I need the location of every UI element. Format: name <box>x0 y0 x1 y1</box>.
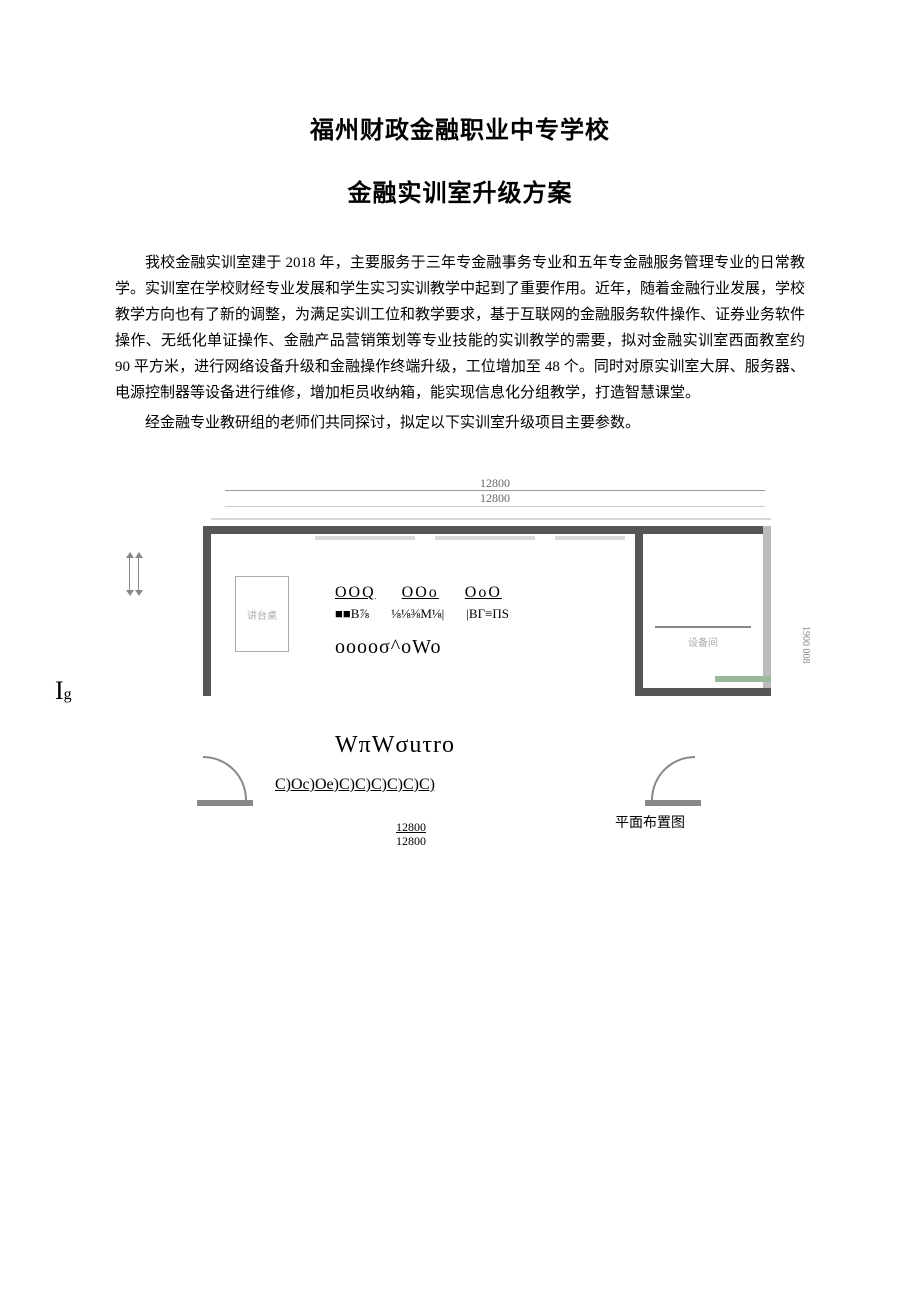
desk-group: OOQ <box>335 584 376 601</box>
window-segment <box>555 536 625 540</box>
equipment-room-floor <box>643 688 771 696</box>
door-left-icon <box>197 766 253 806</box>
paragraph-1: 我校金融实训室建于 2018 年，主要服务于三年专金融事务专业和五年专金融服务管… <box>115 250 805 406</box>
dim-extension-line <box>211 518 771 520</box>
floor-plan-diagram: 12800 12800 讲台桌 OOQ OOo OoO ■■B⅞ ⅛⅛⅜M⅛| |BΓ≡… <box>115 476 805 896</box>
document-title: 金融实训室升级方案 <box>115 173 805 208</box>
diagram-caption: 平面布置图 <box>615 812 685 832</box>
dimension-top: 12800 <box>225 476 765 491</box>
window-segment <box>315 536 415 540</box>
desk-group: OOo <box>402 584 439 601</box>
desk-row-1: OOQ OOo OoO <box>335 584 528 602</box>
wall-left <box>203 526 211 696</box>
dimension-arrows-left <box>125 554 143 599</box>
podium-desk: 讲台桌 <box>235 576 289 652</box>
dimension-bottom-2: 12800 <box>371 834 451 849</box>
dimension-bottom: 12800 <box>371 820 451 835</box>
wall-partition <box>635 526 643 696</box>
paragraph-2: 经金融专业教研组的老师们共同探讨，拟定以下实训室升级项目主要参数。 <box>115 410 805 436</box>
desk-row-4: WπWσuτro <box>335 732 455 759</box>
wall-right <box>763 526 771 696</box>
dimension-right-vertical: 1900 008 <box>800 626 811 664</box>
desk-group: OoO <box>465 584 502 601</box>
desk-row-5: C)Oc)Oe)C)C)C)C)C)C) <box>275 776 435 794</box>
equipment-room-mat <box>715 676 771 682</box>
desk-group: |BΓ≡ΠS <box>466 606 509 621</box>
desk-group: ⅛⅛⅜M⅛| <box>391 606 444 621</box>
door-right-icon <box>645 766 701 806</box>
desk-row-3: ooooσ^oWo <box>335 636 441 659</box>
side-label: Ig <box>55 676 72 706</box>
school-name-title: 福州财政金融职业中专学校 <box>115 110 805 145</box>
desk-row-2: ■■B⅞ ⅛⅛⅜M⅛| |BΓ≡ΠS <box>335 606 531 622</box>
window-segment <box>435 536 535 540</box>
dimension-top-sub: 12800 <box>225 490 765 507</box>
desk-group: ■■B⅞ <box>335 606 369 621</box>
